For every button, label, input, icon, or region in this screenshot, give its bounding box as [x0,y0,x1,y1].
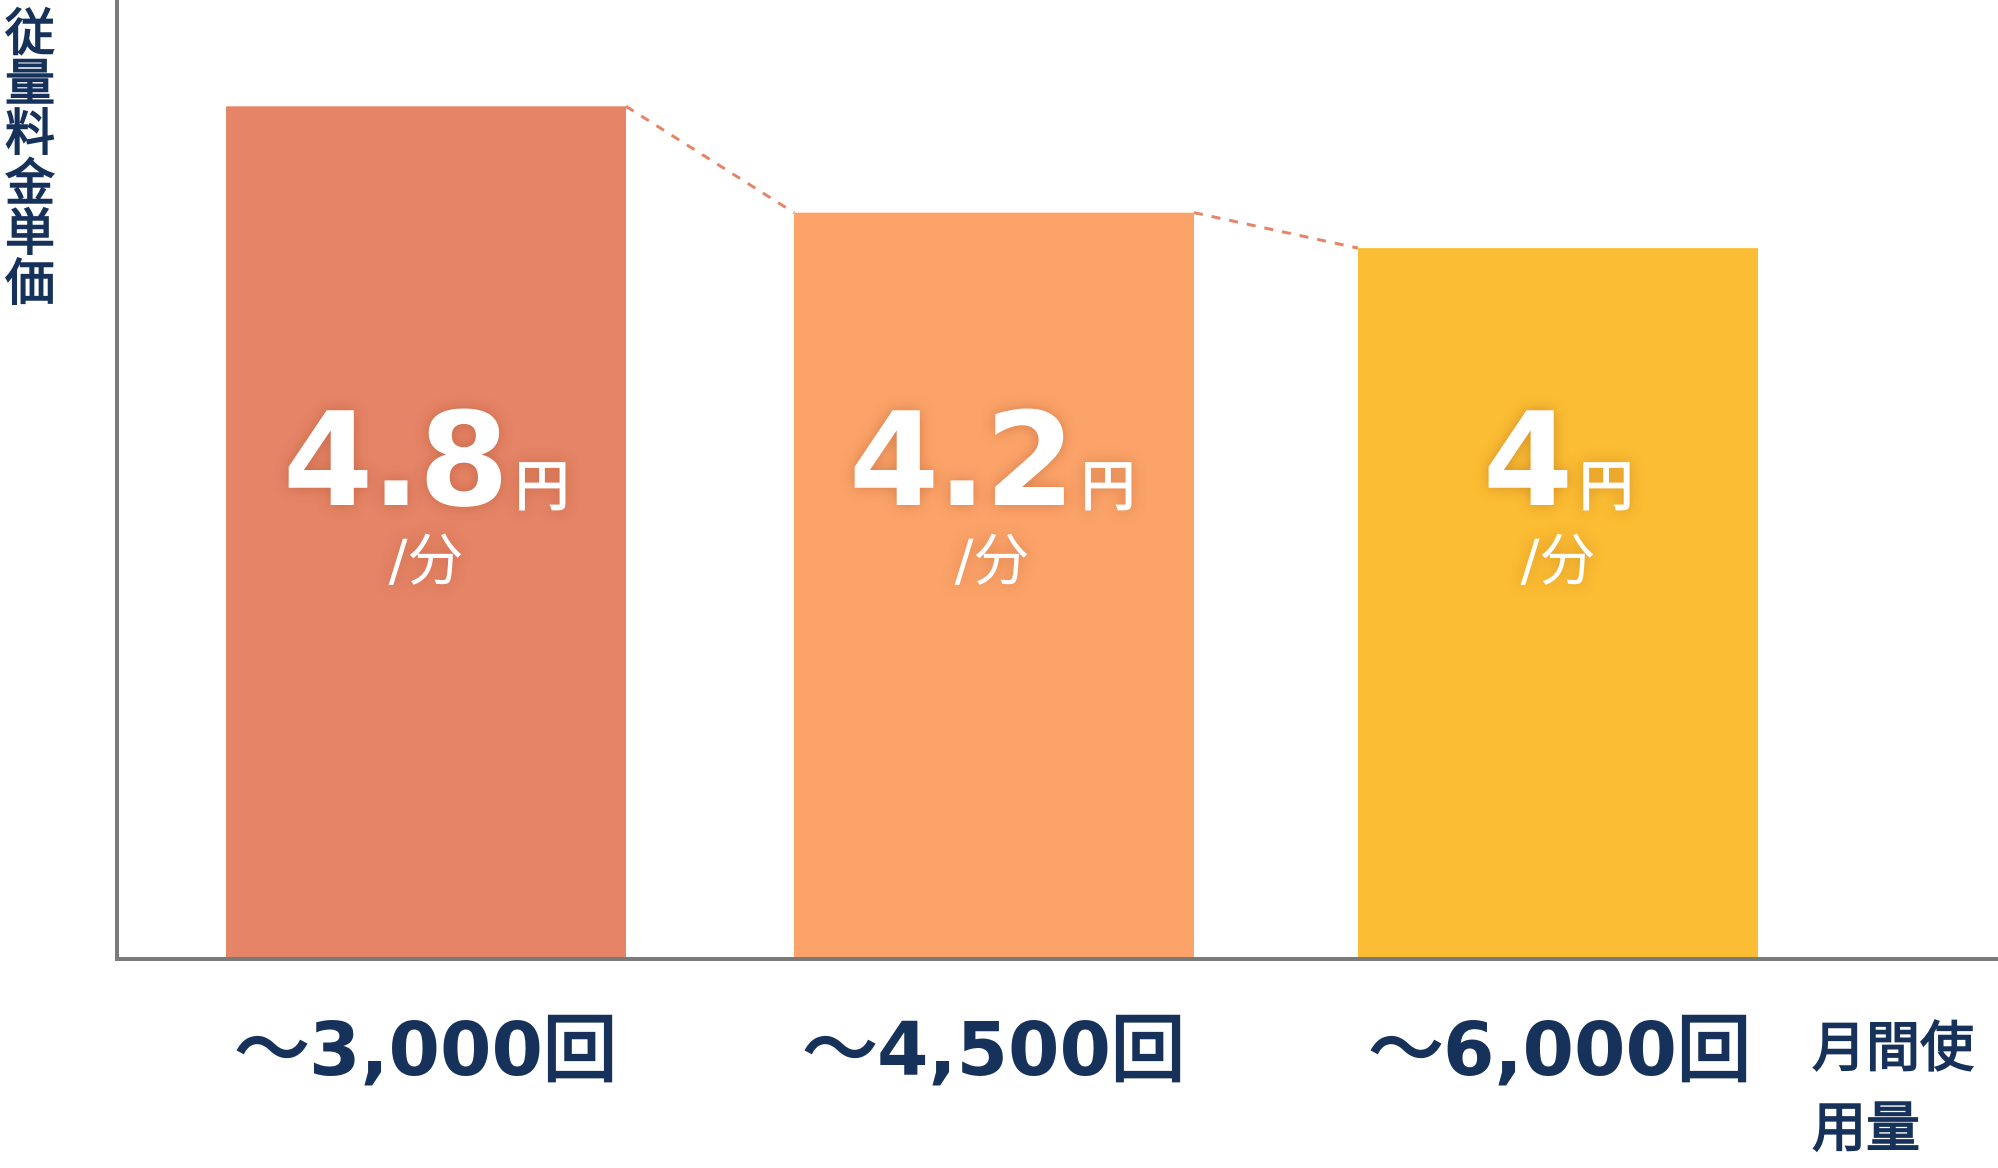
value-unit-2: 円 [1081,455,1136,518]
bar-2 [794,212,1194,957]
y-axis-label: 従量料金単価 [0,6,55,306]
connector-line-1 [625,105,795,214]
value-label-2: 4.2 円 /分 [792,395,1192,597]
bar-3 [1358,248,1758,958]
value-label-1: 4.8 円 /分 [226,395,626,597]
value-per-3: /分 [1520,529,1596,594]
category-label-1: 〜3,000回 [234,1007,618,1093]
value-number-2: 4.2 [848,384,1075,536]
connector-line-2 [1193,211,1359,250]
category-label-3: 〜6,000回 [1368,1007,1752,1093]
category-label-2: 〜4,500回 [802,1007,1186,1093]
value-per-1: /分 [388,529,464,594]
value-per-2: /分 [954,529,1030,594]
bar-1 [226,106,626,958]
value-number-1: 4.8 [282,384,509,536]
value-unit-1: 円 [515,455,570,518]
x-axis-label: 月間使用量 [1812,1008,1998,1168]
value-unit-3: 円 [1579,455,1634,518]
value-number-3: 4 [1482,384,1573,536]
x-axis-label-text: 月間使用量 [1812,1016,1974,1159]
